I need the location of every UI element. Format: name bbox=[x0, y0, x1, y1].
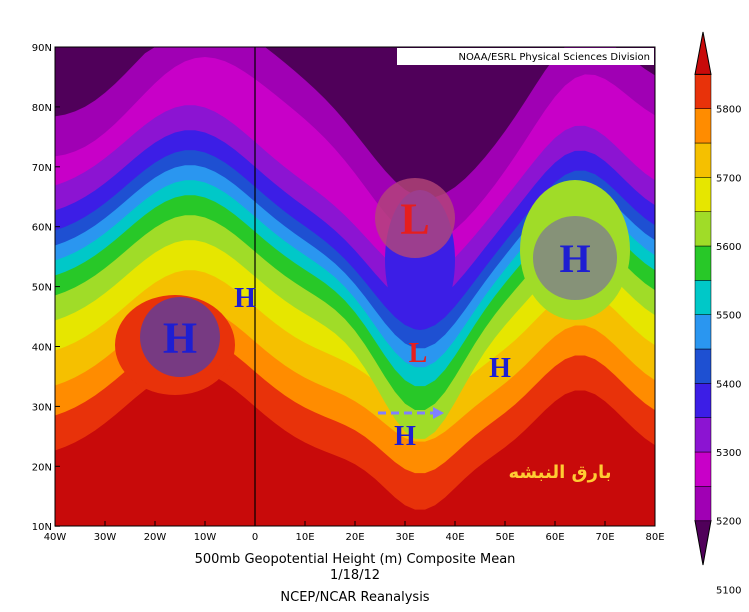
colorbar-swatch bbox=[694, 108, 712, 144]
pressure-marker: H bbox=[234, 283, 256, 314]
lon-label: 70E bbox=[595, 532, 614, 543]
colorbar-swatch bbox=[694, 314, 712, 350]
lat-label: 70N bbox=[32, 163, 52, 174]
source-label: NOAA/ESRL Physical Sciences Division bbox=[459, 52, 651, 63]
lon-label: 20W bbox=[144, 532, 167, 543]
colorbar-end bbox=[694, 520, 712, 566]
height-field bbox=[55, 47, 655, 526]
lon-label: 80E bbox=[645, 532, 664, 543]
lon-label: 10W bbox=[194, 532, 217, 543]
arrow-head bbox=[433, 407, 444, 419]
marker-disc bbox=[375, 178, 455, 258]
colorbar-swatch bbox=[694, 348, 712, 384]
lon-label: 20E bbox=[345, 532, 364, 543]
lat-label: 40N bbox=[32, 343, 52, 354]
colorbar-swatch bbox=[694, 417, 712, 453]
footer-date: 1/18/12 bbox=[330, 568, 380, 583]
lon-label: 0 bbox=[252, 532, 258, 543]
colorbar-label: 5200 bbox=[716, 517, 741, 528]
lat-label: 10N bbox=[32, 522, 52, 533]
colorbar-label: 5300 bbox=[716, 448, 741, 459]
colorbar-swatch bbox=[694, 280, 712, 315]
lon-label: 40E bbox=[445, 532, 464, 543]
colorbar-label: 5700 bbox=[716, 173, 741, 184]
colorbar-swatch bbox=[694, 383, 712, 418]
colorbar-label: 5100 bbox=[716, 585, 741, 596]
lon-label: 30W bbox=[94, 532, 117, 543]
colorbar-swatch bbox=[694, 177, 712, 212]
colorbar-swatch bbox=[694, 486, 712, 521]
lon-label: 40W bbox=[44, 532, 67, 543]
lat-label: 90N bbox=[32, 43, 52, 54]
colorbar-end bbox=[694, 31, 712, 75]
pressure-marker: L bbox=[400, 194, 429, 243]
lon-label: 30E bbox=[395, 532, 414, 543]
pressure-marker: H bbox=[163, 313, 197, 362]
lat-label: 20N bbox=[32, 462, 52, 473]
pressure-marker: H bbox=[559, 236, 590, 281]
colorbar-swatch bbox=[694, 451, 712, 487]
band bbox=[55, 47, 655, 198]
lon-label: 50E bbox=[495, 532, 514, 543]
colorbar-swatch bbox=[694, 74, 712, 109]
colorbar-swatch bbox=[694, 211, 712, 247]
colorbar-swatch bbox=[694, 245, 712, 281]
lat-label: 50N bbox=[32, 283, 52, 294]
colorbar: 5800 5700 5600 5500 5400 5300 5200 5100 bbox=[694, 31, 741, 596]
colorbar-label: 5500 bbox=[716, 311, 741, 322]
watermark: بارق النبشه bbox=[508, 462, 611, 483]
pressure-marker: L bbox=[409, 338, 428, 369]
pressure-marker: H bbox=[489, 353, 511, 384]
source-box bbox=[397, 48, 654, 65]
colorbar-swatch bbox=[694, 142, 712, 178]
footer-source: NCEP/NCAR Reanalysis bbox=[280, 590, 429, 605]
lat-label: 30N bbox=[32, 402, 52, 413]
footer-title: 500mb Geopotential Height (m) Composite … bbox=[195, 552, 516, 567]
lon-label: 10E bbox=[295, 532, 314, 543]
lon-label: 60E bbox=[545, 532, 564, 543]
lat-label: 60N bbox=[32, 223, 52, 234]
colorbar-label: 5400 bbox=[716, 379, 741, 390]
colorbar-label: 5800 bbox=[716, 105, 741, 116]
marker-disc bbox=[533, 216, 617, 300]
lat-label: 80N bbox=[32, 103, 52, 114]
marker-disc bbox=[140, 297, 220, 377]
pressure-marker: H bbox=[394, 421, 416, 452]
colorbar-label: 5600 bbox=[716, 242, 741, 253]
